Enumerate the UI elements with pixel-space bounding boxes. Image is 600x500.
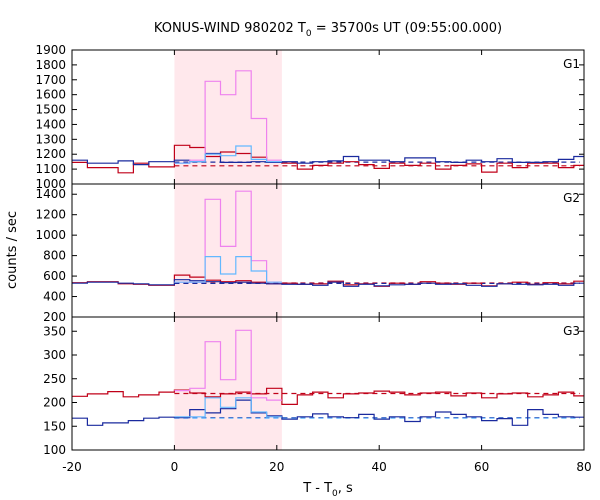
y-tick-label: 250 [43, 372, 66, 386]
y-tick-label: 1800 [35, 58, 66, 72]
x-tick-label: 0 [171, 460, 179, 474]
series-red-g1 [72, 144, 584, 174]
panel-g2: 200 400 600 800 1000 1200 1400 G2 [35, 183, 585, 324]
y-tick-label: 1400 [35, 187, 66, 201]
burst-interval-shade [174, 50, 282, 184]
y-tick-label: 200 [43, 396, 66, 410]
panel-g3: 100 150 200 250 300 350 G3 [43, 316, 585, 457]
x-label-subscript: 0 [332, 489, 338, 499]
series-cyan-g2 [174, 256, 282, 283]
y-tick-label: 600 [43, 269, 66, 283]
series-cyan-g1 [174, 145, 282, 164]
panel-g1: 1000110012001300140015001600170018001900… [35, 43, 585, 191]
y-tick-label: 1100 [35, 162, 66, 176]
panel-label: G3 [563, 324, 580, 338]
y-tick-label: 1500 [35, 103, 66, 117]
y-tick-label: 350 [43, 324, 66, 338]
y-tick-label: 300 [43, 348, 66, 362]
y-tick-label: 1200 [35, 208, 66, 222]
series-pink-g3 [174, 329, 282, 401]
y-tick-label: 1600 [35, 88, 66, 102]
y-tick-label: 800 [43, 249, 66, 263]
y-tick-label: 1400 [35, 117, 66, 131]
series-red-g3 [72, 387, 584, 405]
y-tick-label: 1900 [35, 43, 66, 57]
title-suffix: = 35700s UT (09:55:00.000) [312, 21, 502, 36]
y-tick-label: 1000 [35, 228, 66, 242]
title-prefix: KONUS-WIND 980202 T [154, 21, 306, 36]
x-tick-label: 80 [576, 460, 591, 474]
y-tick-label: 100 [43, 443, 66, 457]
panels-group: 1000110012001300140015001600170018001900… [35, 43, 591, 474]
y-tick-label: 1000 [35, 177, 66, 191]
series-pink-g1 [174, 70, 282, 164]
x-tick-label: 60 [474, 460, 489, 474]
y-tick-label: 1300 [35, 132, 66, 146]
series-cyan-g3 [174, 397, 282, 418]
y-tick-label: 1700 [35, 73, 66, 87]
y-tick-label: 150 [43, 419, 66, 433]
burst-interval-shade [174, 317, 282, 450]
title-subscript: 0 [306, 29, 312, 39]
y-tick-label: 1200 [35, 147, 66, 161]
chart-title: KONUS-WIND 980202 T0 = 35700s UT (09:55:… [154, 21, 502, 39]
x-tick-label: 20 [269, 460, 284, 474]
y-axis-label: counts / sec [5, 211, 20, 289]
panel-frame [71, 316, 585, 451]
x-label-prefix: T - T [302, 481, 332, 496]
x-axis-label: T - T0, s [302, 481, 353, 499]
panel-frame [71, 183, 585, 318]
panel-label: G1 [563, 57, 580, 71]
burst-interval-shade [174, 184, 282, 317]
panel-label: G2 [563, 191, 580, 205]
series-blue-g2 [72, 279, 584, 287]
y-tick-label: 400 [43, 290, 66, 304]
series-blue-g1 [72, 152, 584, 166]
y-tick-label: 200 [43, 310, 66, 324]
x-tick-label: 40 [372, 460, 387, 474]
series-blue-g3 [72, 399, 584, 426]
x-label-suffix: , s [338, 481, 353, 496]
x-tick-label: -20 [62, 460, 82, 474]
